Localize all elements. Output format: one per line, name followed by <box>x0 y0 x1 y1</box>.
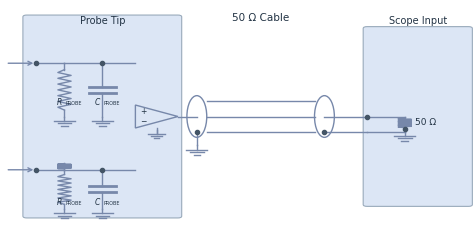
FancyBboxPatch shape <box>23 15 182 218</box>
Text: 50 Ω Cable: 50 Ω Cable <box>232 14 289 24</box>
Text: Scope Input: Scope Input <box>389 16 447 26</box>
Text: −: − <box>140 117 146 126</box>
Text: Probe Tip: Probe Tip <box>80 16 125 26</box>
FancyBboxPatch shape <box>363 27 473 206</box>
Text: R: R <box>57 198 62 207</box>
Text: +: + <box>140 107 146 116</box>
Text: PROBE: PROBE <box>66 101 82 106</box>
Text: R: R <box>57 98 62 107</box>
Text: C: C <box>95 98 100 107</box>
Text: PROBE: PROBE <box>104 101 120 106</box>
Text: 50 Ω: 50 Ω <box>415 118 436 127</box>
Text: PROBE: PROBE <box>66 201 82 206</box>
Text: C: C <box>95 198 100 207</box>
Text: PROBE: PROBE <box>104 201 120 206</box>
